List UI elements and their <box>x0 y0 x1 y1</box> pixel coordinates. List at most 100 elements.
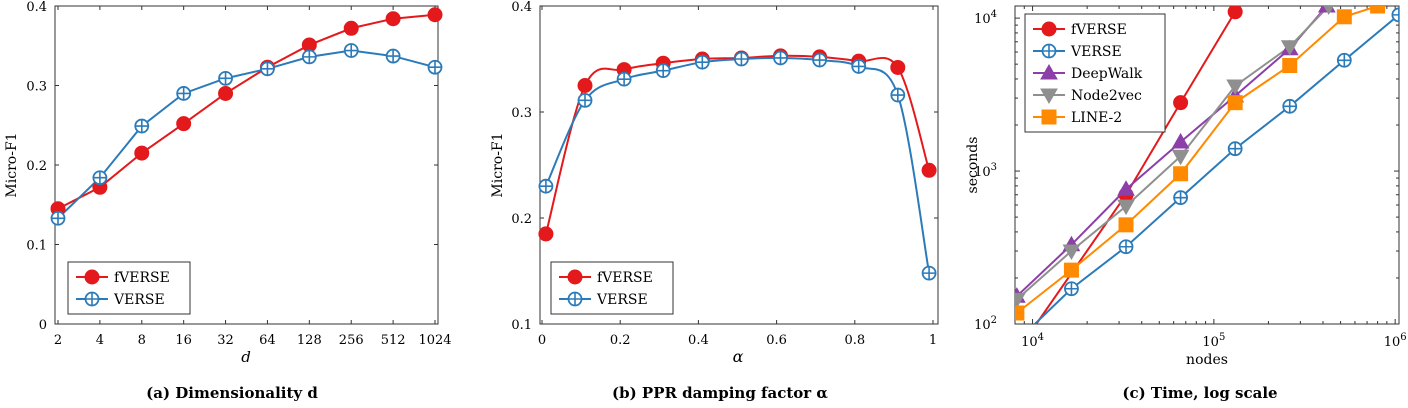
b-xlabel: α <box>733 347 744 366</box>
a-point-verse-cross <box>302 50 316 64</box>
c-xtick-base: 10 <box>1384 335 1401 350</box>
a-caption: (a) Dimensionality d <box>146 384 318 402</box>
c-point-verse-cross <box>1119 240 1133 254</box>
c-xtick-label: 105 <box>1202 332 1225 350</box>
a-legend-marker-fverse <box>84 269 100 285</box>
a-ytick-label: 0.1 <box>26 239 47 254</box>
c-point-deepwalk <box>1117 180 1135 196</box>
c-legend-marker-line-2 <box>1041 109 1057 125</box>
c-ytick-exp: 4 <box>991 9 997 20</box>
a-legend-label-fverse: fVERSE <box>114 270 170 286</box>
a-xtick-label: 4 <box>96 333 104 348</box>
a-point-verse <box>385 48 401 64</box>
b-xtick-label: 0.6 <box>766 333 787 348</box>
c-point-line-2 <box>1063 262 1079 278</box>
b-point-verse-cross <box>774 51 788 65</box>
b-point-verse-cross <box>578 93 592 107</box>
b-ytick-label: 0.4 <box>511 0 532 15</box>
c-point-verse <box>1336 52 1352 68</box>
c-point-line-2 <box>1227 95 1243 111</box>
a-ytick-label: 0.4 <box>26 0 47 15</box>
c-xtick-exp: 5 <box>1219 332 1225 343</box>
b-point-verse <box>655 63 671 79</box>
c-point-verse-cross <box>1228 142 1242 156</box>
c-ytick-base: 10 <box>974 12 991 27</box>
c-point-deepwalk <box>1171 132 1190 149</box>
a-point-fverse <box>134 145 150 161</box>
c-point-fverse <box>1173 95 1189 111</box>
b-point-verse <box>616 71 632 87</box>
c-point-node2vec <box>1171 149 1190 166</box>
a-point-verse <box>134 118 150 134</box>
a-point-verse <box>427 59 443 75</box>
c-ytick-exp: 3 <box>991 162 997 173</box>
b-legend-marker-verse-cross <box>568 292 582 306</box>
a-point-verse <box>92 170 108 186</box>
b-point-verse <box>773 50 788 66</box>
b-point-verse <box>577 92 593 108</box>
c-point-node2vec <box>1323 6 1334 16</box>
a-ytick-label: 0.2 <box>26 159 47 174</box>
c-ytick-label: 102 <box>974 315 997 333</box>
b-xtick-label: 0.8 <box>844 333 865 348</box>
c-xtick-label: 106 <box>1384 332 1407 350</box>
c-xtick-base: 10 <box>1021 335 1038 350</box>
c-ylabel: seconds <box>965 137 981 194</box>
b-legend-marker-fverse <box>567 269 583 285</box>
c-point-verse <box>1009 337 1022 350</box>
b-ytick-label: 0.3 <box>511 106 532 121</box>
c-legend-label-line-2: LINE-2 <box>1071 110 1122 126</box>
b-point-verse-cross <box>734 52 748 66</box>
c-point-node2vec <box>1015 292 1026 309</box>
a-xtick-label: 1024 <box>418 333 451 348</box>
b-xtick-label: 0 <box>538 333 546 348</box>
a-point-verse-cross <box>344 44 358 58</box>
a-point-fverse <box>218 85 234 101</box>
c-point-verse <box>1064 281 1079 297</box>
panel-a: 2 4 8 16 32 64 128 256 512 1024 0 0.1 0.2 0.3 0.4 d Micr… <box>4 0 452 402</box>
a-ylabel: Micro-F1 <box>4 132 20 197</box>
c-series-line-verse <box>1033 14 1399 324</box>
b-point-verse-cross <box>891 88 905 102</box>
b-legend: fVERSE VERSE <box>550 261 674 315</box>
c-legend-marker-deepwalk <box>1040 63 1058 80</box>
a-point-verse-cross <box>135 119 149 133</box>
b-series-line-verse <box>544 56 931 274</box>
b-legend-label-fverse: fVERSE <box>597 270 653 286</box>
a-point-fverse <box>343 20 359 36</box>
b-xtick-label: 0.4 <box>688 333 709 348</box>
a-xtick-label: 16 <box>175 333 192 348</box>
c-ytick-label: 103 <box>974 162 997 180</box>
c-point-line-2 <box>1370 6 1386 14</box>
b-point-fverse <box>577 78 593 93</box>
a-xtick-label: 32 <box>217 333 234 348</box>
c-point-verse-cross <box>1283 99 1297 113</box>
b-point-fverse <box>538 226 554 242</box>
a-xtick-label: 8 <box>138 333 146 348</box>
c-point-verse <box>1173 190 1188 206</box>
a-plot-area <box>57 13 436 219</box>
c-point-line-2 <box>1118 217 1134 233</box>
a-point-verse-cross <box>93 171 107 185</box>
b-point-verse-cross <box>656 64 670 78</box>
c-point-node2vec <box>1117 199 1135 216</box>
c-point-line-2 <box>1282 57 1298 73</box>
c-point-verse-cross <box>1174 191 1188 205</box>
c-point-node2vec <box>1062 244 1081 261</box>
a-point-verse-cross <box>51 211 65 225</box>
a-point-fverse <box>385 11 401 27</box>
plot-frame <box>1014 5 1400 325</box>
a-xtick-label: 128 <box>297 333 322 348</box>
b-ytick-label: 0.1 <box>511 318 532 333</box>
c-point-verse-cross <box>1392 8 1399 22</box>
a-series-line-fverse <box>57 13 436 210</box>
b-point-verse <box>890 87 906 103</box>
c-point-verse-cross <box>1064 282 1078 296</box>
b-xtick-label: 1 <box>929 333 937 348</box>
b-plot-area <box>544 54 931 274</box>
c-point-node2vec <box>1226 79 1245 95</box>
a-legend-label-verse: VERSE <box>113 292 165 308</box>
b-point-verse <box>694 54 710 70</box>
c-point-fverse <box>1227 6 1243 20</box>
